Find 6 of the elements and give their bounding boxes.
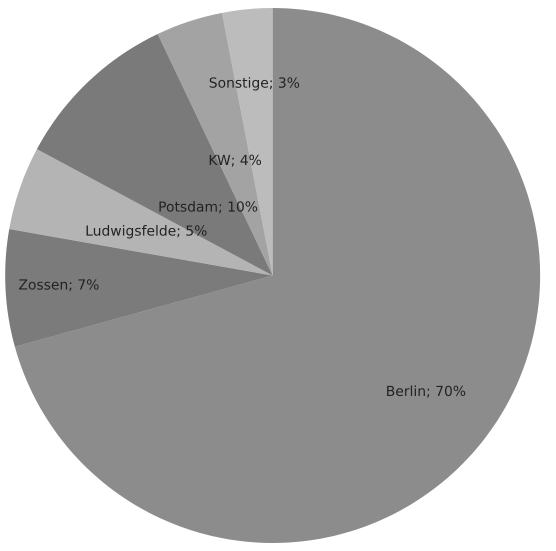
slice-label: Potsdam; 10% <box>159 201 258 214</box>
slice-label: KW; 4% <box>210 154 262 167</box>
slice-label: Zossen; 7% <box>19 279 99 292</box>
slice-label: Berlin; 70% <box>387 385 466 398</box>
slice-label: Ludwigsfelde; 5% <box>86 225 207 238</box>
slice-label: Sonstige; 3% <box>210 77 300 91</box>
